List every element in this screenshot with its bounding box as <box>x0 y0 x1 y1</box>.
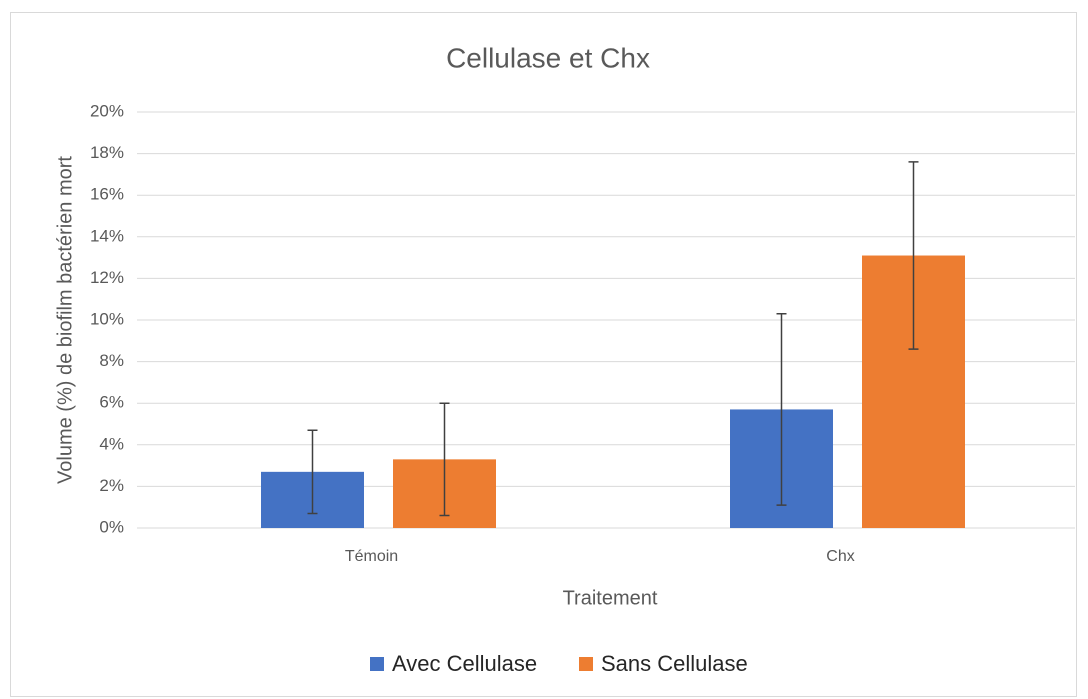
x-tick-label: Chx <box>826 548 854 565</box>
error-bar <box>307 429 318 515</box>
y-tick-label: 4% <box>99 434 124 453</box>
error-bar <box>908 161 919 350</box>
legend-label: Avec Cellulase <box>392 651 537 676</box>
legend-swatch <box>579 657 593 671</box>
y-tick-label: 18% <box>90 143 124 162</box>
chart-title: Cellulase et Chx <box>446 42 650 73</box>
x-tick-label: Témoin <box>345 548 398 565</box>
legend-label: Sans Cellulase <box>601 651 748 676</box>
y-tick-label: 20% <box>90 101 124 120</box>
y-tick-label: 10% <box>90 309 124 328</box>
y-tick-label: 16% <box>90 185 124 204</box>
error-bar <box>439 402 450 517</box>
y-tick-label: 12% <box>90 268 124 287</box>
y-tick-label: 14% <box>90 226 124 245</box>
x-axis-title: Traitement <box>563 587 658 609</box>
y-axis-title: Volume (%) de biofilm bactérien mort <box>54 156 76 484</box>
legend-swatch <box>370 657 384 671</box>
y-tick-label: 8% <box>99 351 124 370</box>
y-tick-label: 6% <box>99 393 124 412</box>
y-tick-label: 0% <box>99 517 124 536</box>
y-tick-label: 2% <box>99 476 124 495</box>
error-bar <box>776 313 787 506</box>
